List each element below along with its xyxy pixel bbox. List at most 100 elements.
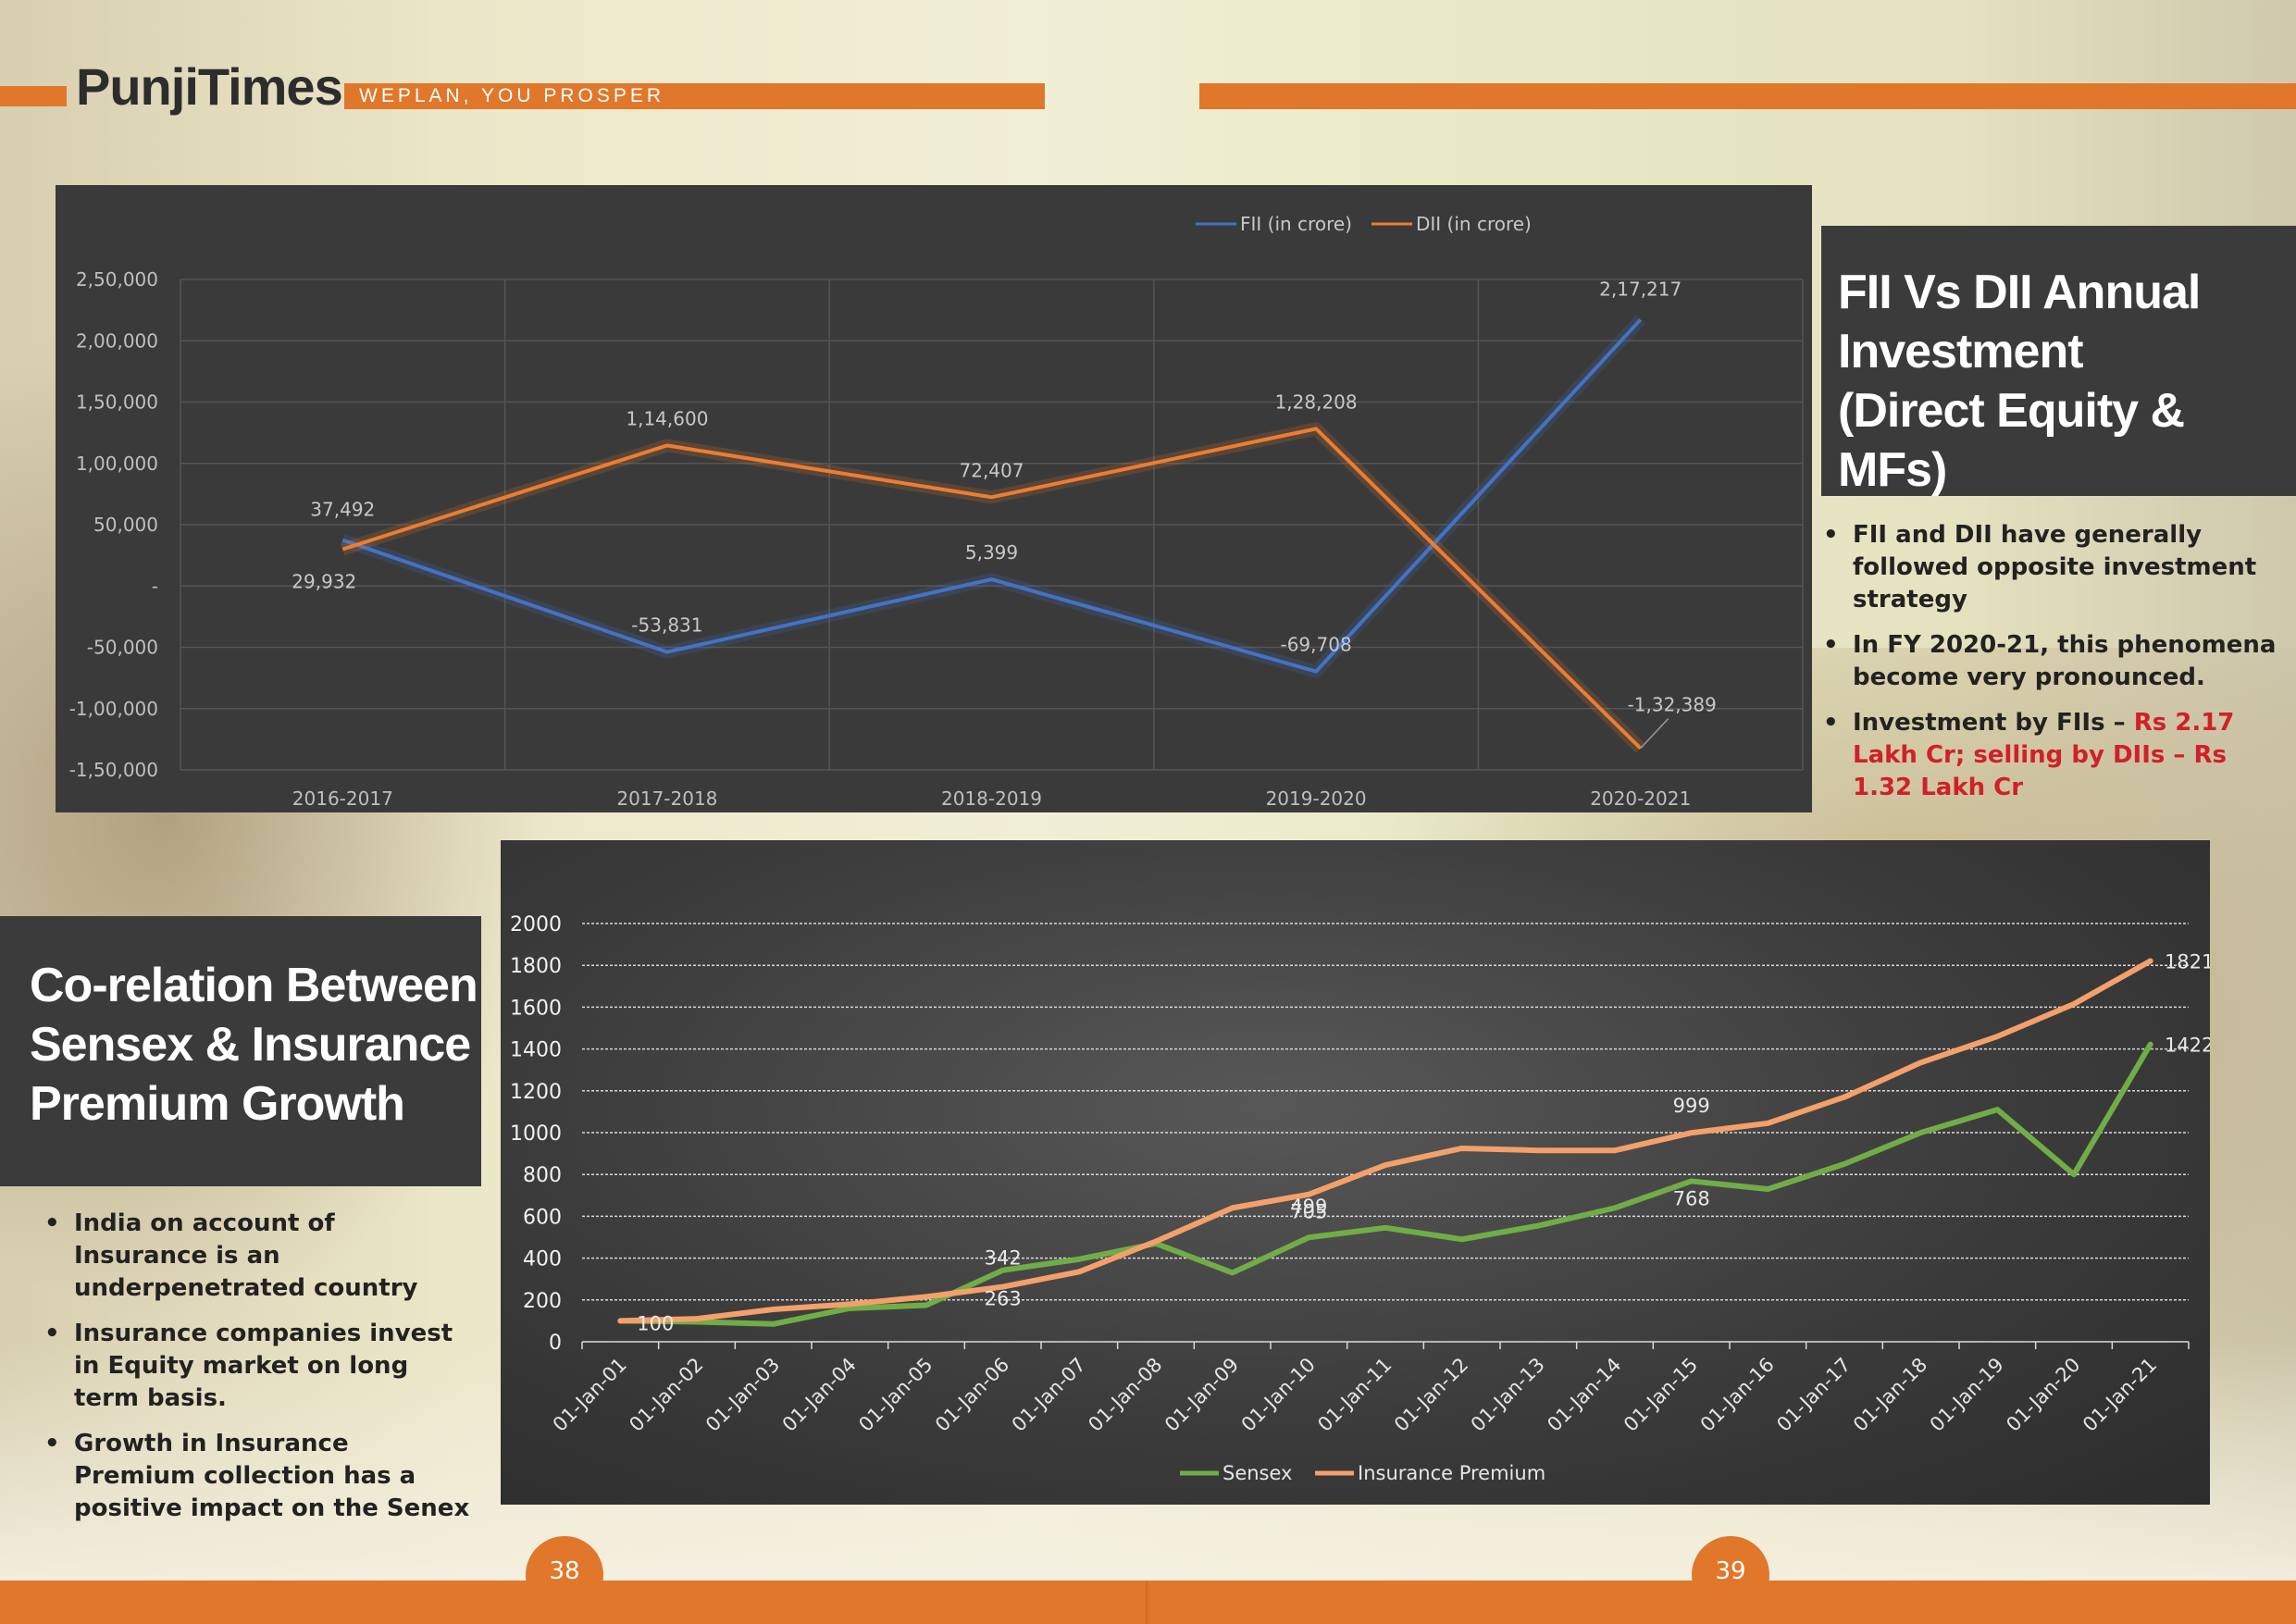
y-tick-label: 1,00,000 — [76, 452, 158, 475]
legend-label: DII (in crore) — [1416, 213, 1532, 235]
y-tick-label: - — [152, 575, 158, 597]
series-line-insurance-premium — [617, 958, 2153, 1324]
data-label: 29,932 — [292, 571, 356, 593]
page-number-left: 38 — [526, 1536, 603, 1614]
x-tick-label: 01-Jan-12 — [1390, 1354, 1472, 1436]
x-tick-label: 01-Jan-18 — [1849, 1354, 1931, 1436]
footer-bar — [0, 1581, 2296, 1624]
x-tick-label: 01-Jan-08 — [1084, 1354, 1166, 1436]
data-label: 100 — [637, 1312, 674, 1334]
legend-label: Insurance Premium — [1358, 1462, 1545, 1484]
y-tick-label: 1,50,000 — [76, 391, 158, 414]
data-label: 5,399 — [965, 541, 1018, 564]
y-tick-label: 200 — [523, 1290, 562, 1313]
x-tick-label: 01-Jan-04 — [778, 1354, 861, 1436]
logo: PunjiTimes — [76, 57, 343, 116]
data-label: 999 — [1673, 1095, 1710, 1117]
data-label: 499 — [1290, 1196, 1327, 1218]
correlation-title-line: Premium Growth — [30, 1077, 405, 1131]
bullet-item: Investment by FIIs – Rs 2.17 Lakh Cr; se… — [1819, 707, 2287, 804]
y-tick-label: -1,50,000 — [69, 759, 158, 781]
data-label: 263 — [985, 1288, 1022, 1310]
y-tick-label: 2,00,000 — [76, 329, 158, 352]
x-tick-label: 2017-2018 — [616, 787, 717, 810]
tagline-bar — [344, 83, 1045, 109]
y-tick-label: 600 — [523, 1206, 562, 1229]
x-tick-label: 01-Jan-02 — [625, 1354, 707, 1436]
x-tick-label: 2020-2021 — [1590, 787, 1691, 810]
y-tick-label: 50,000 — [93, 514, 158, 536]
fii-dii-title-line: FII Vs DII Annual — [1838, 266, 2201, 319]
x-tick-label: 01-Jan-05 — [854, 1354, 937, 1436]
data-label: 768 — [1673, 1187, 1710, 1209]
y-tick-label: 1600 — [510, 997, 562, 1020]
data-label: 37,492 — [310, 499, 375, 521]
fii-dii-title: FII Vs DII Annual Investment (Direct Equ… — [1838, 263, 2296, 500]
sensex-insurance-chart-panel: 0 200 400 600 800 1000 1200 1400 1600 1800 2000 01-… — [501, 840, 2210, 1505]
x-tick-label: 01-Jan-13 — [1467, 1354, 1549, 1436]
data-label: -1,32,389 — [1628, 694, 1717, 716]
bullet-item: India on account of Insurance is an unde… — [41, 1208, 476, 1305]
x-tick-label: 01-Jan-07 — [1008, 1354, 1090, 1436]
x-tick-label: 01-Jan-16 — [1696, 1354, 1779, 1436]
page-number-right: 39 — [1692, 1536, 1769, 1614]
data-label: -69,708 — [1280, 634, 1351, 656]
series-line-sensex — [617, 1041, 2153, 1327]
y-tick-label: 0 — [549, 1332, 562, 1355]
bullet-item: In FY 2020-21, this phenomena become ver… — [1819, 629, 2287, 694]
x-tick-label: 01-Jan-19 — [1926, 1354, 2008, 1436]
y-tick-label: 1000 — [510, 1122, 562, 1146]
data-label: 1,28,208 — [1275, 391, 1358, 413]
series-line-dii — [341, 427, 1643, 750]
bullet-text: In FY 2020-21, this phenomena become ver… — [1853, 631, 2277, 691]
x-tick-label: 2016-2017 — [292, 787, 393, 810]
label-leader-line — [1640, 718, 1669, 750]
tagline: WEPLAN, YOU PROSPER — [359, 85, 665, 106]
fii-dii-chart-panel: -1,50,000 -1,00,000 -50,000-50,000 1,00,000… — [56, 185, 1812, 812]
fii-dii-chart: -1,50,000-1,00,000-50,000-50,0001,00,000… — [69, 213, 1804, 810]
y-tick-label: -50,000 — [87, 637, 158, 659]
bullet-text: FII and DII have generally followed oppo… — [1853, 521, 2257, 614]
y-tick-label: 2000 — [510, 913, 562, 936]
data-label: 705 — [1290, 1201, 1327, 1223]
bullet-item: Insurance companies invest in Equity mar… — [41, 1318, 476, 1415]
x-tick-label: 2019-2020 — [1266, 787, 1367, 810]
x-tick-label: 01-Jan-01 — [549, 1354, 631, 1436]
header-bar-left — [0, 86, 67, 106]
x-tick-label: 01-Jan-20 — [2002, 1354, 2084, 1436]
correlation-title: Co-relation Between Sensex & Insurance P… — [30, 956, 478, 1134]
x-tick-label: 01-Jan-15 — [1620, 1354, 1702, 1436]
x-tick-label: 01-Jan-10 — [1237, 1354, 1320, 1436]
data-label: -53,831 — [631, 614, 702, 637]
x-tick-label: 01-Jan-09 — [1160, 1354, 1243, 1436]
y-tick-label: -1,00,000 — [69, 698, 158, 720]
legend-label: Sensex — [1222, 1462, 1292, 1484]
footer-divider — [1146, 1581, 1148, 1624]
data-label: 1821 — [2165, 950, 2210, 973]
fii-dii-title-box: FII Vs DII Annual Investment (Direct Equ… — [1821, 226, 2296, 497]
x-tick-label: 01-Jan-06 — [931, 1354, 1013, 1436]
y-tick-label: 1200 — [510, 1081, 562, 1104]
y-tick-label: 400 — [523, 1248, 562, 1271]
y-tick-label: 800 — [523, 1164, 562, 1187]
data-label: 342 — [985, 1247, 1022, 1270]
x-tick-label: 01-Jan-11 — [1313, 1354, 1396, 1436]
y-tick-label: 1400 — [510, 1039, 562, 1062]
fii-dii-title-line: Investment — [1838, 325, 2084, 378]
x-tick-label: 01-Jan-14 — [1543, 1354, 1625, 1436]
fii-dii-title-line: (Direct Equity & MFs) — [1838, 384, 2185, 497]
fii-dii-bullets: FII and DII have generally followed oppo… — [1819, 519, 2287, 817]
sensex-insurance-chart: 0 200 400 600 800 1000 1200 1400 1600 1800 2000 01-… — [510, 913, 2210, 1484]
data-label: 1,14,600 — [626, 407, 708, 429]
x-tick-label: 2018-2019 — [941, 787, 1042, 810]
bullet-item: FII and DII have generally followed oppo… — [1819, 519, 2287, 616]
bullet-highlight: Rs 2.17 Lakh Cr; selling by DIIs – Rs 1.… — [1853, 709, 2235, 801]
header-bar-right — [1199, 83, 2296, 109]
y-tick-label: 2,50,000 — [76, 268, 158, 291]
x-tick-label: 01-Jan-21 — [2079, 1354, 2161, 1436]
correlation-title-line: Co-relation Between — [30, 959, 478, 1012]
x-tick-label: 01-Jan-17 — [1772, 1354, 1855, 1436]
x-tick-label: 01-Jan-03 — [701, 1354, 784, 1436]
y-tick-label: 1800 — [510, 955, 562, 978]
legend-label: FII (in crore) — [1240, 213, 1352, 235]
